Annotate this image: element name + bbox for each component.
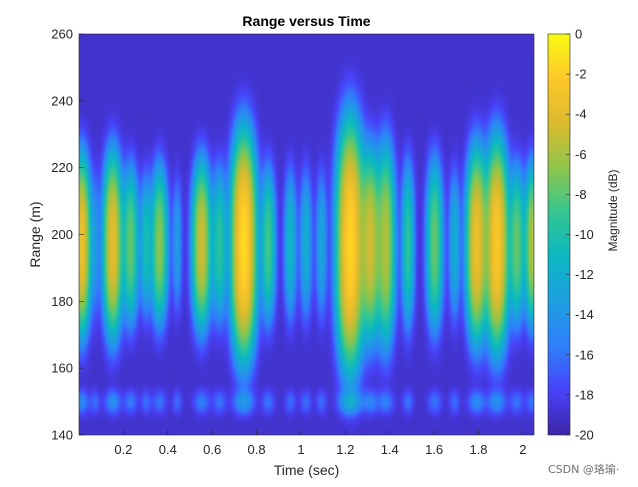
colorbar-ticks: 0 -2 -4 -6 -8 -10 -12 -14 -16 -18 -20 [566, 27, 594, 443]
x-axis-label: Time (sec) [274, 462, 340, 478]
x-axis-ticks: 0.2 0.4 0.6 0.8 1 1.2 1.4 1.6 1.8 2 [114, 430, 527, 457]
colorbar-tick-label: -20 [575, 428, 594, 443]
y-axis-label: Range (m) [27, 201, 43, 267]
plot-area [78, 33, 535, 436]
colorbar-tick-label: -8 [575, 187, 587, 202]
x-tick-label: 2 [519, 442, 526, 457]
y-tick-label: 220 [51, 160, 73, 175]
y-axis-ticks: 140 160 180 200 220 240 260 [51, 27, 84, 443]
colorbar-tick-label: -6 [575, 147, 587, 162]
heatmap-image [79, 34, 534, 435]
x-tick-label: 0.6 [203, 442, 221, 457]
colorbar: 0 -2 -4 -6 -8 -10 -12 -14 -16 -18 -20 Magnitude (d… [547, 27, 620, 443]
x-tick-label: 1 [297, 442, 304, 457]
colorbar-tick-label: -10 [575, 227, 594, 242]
colorbar-tick-label: -18 [575, 387, 594, 402]
y-tick-label: 200 [51, 227, 73, 242]
x-tick-label: 1.2 [336, 442, 354, 457]
x-tick-label: 1.6 [425, 442, 443, 457]
x-tick-label: 1.4 [381, 442, 399, 457]
colorbar-tick-label: -16 [575, 347, 594, 362]
colorbar-label: Magnitude (dB) [606, 169, 620, 251]
y-tick-label: 140 [51, 428, 73, 443]
colorbar-tick-label: -12 [575, 267, 594, 282]
colorbar-gradient [548, 34, 570, 435]
y-tick-label: 180 [51, 294, 73, 309]
colorbar-tick-label: -2 [575, 67, 587, 82]
colorbar-tick-label: -14 [575, 307, 594, 322]
colorbar-tick-label: -4 [575, 107, 587, 122]
chart-title: Range versus Time [242, 13, 370, 29]
y-tick-label: 260 [51, 27, 73, 42]
x-tick-label: 1.8 [469, 442, 487, 457]
x-tick-label: 0.8 [248, 442, 266, 457]
watermark-text: CSDN @珞瑜· [548, 463, 620, 476]
colorbar-tick-label: 0 [575, 27, 582, 42]
x-tick-label: 0.2 [114, 442, 132, 457]
x-tick-label: 0.4 [159, 442, 177, 457]
y-tick-label: 160 [51, 361, 73, 376]
y-tick-label: 240 [51, 93, 73, 108]
